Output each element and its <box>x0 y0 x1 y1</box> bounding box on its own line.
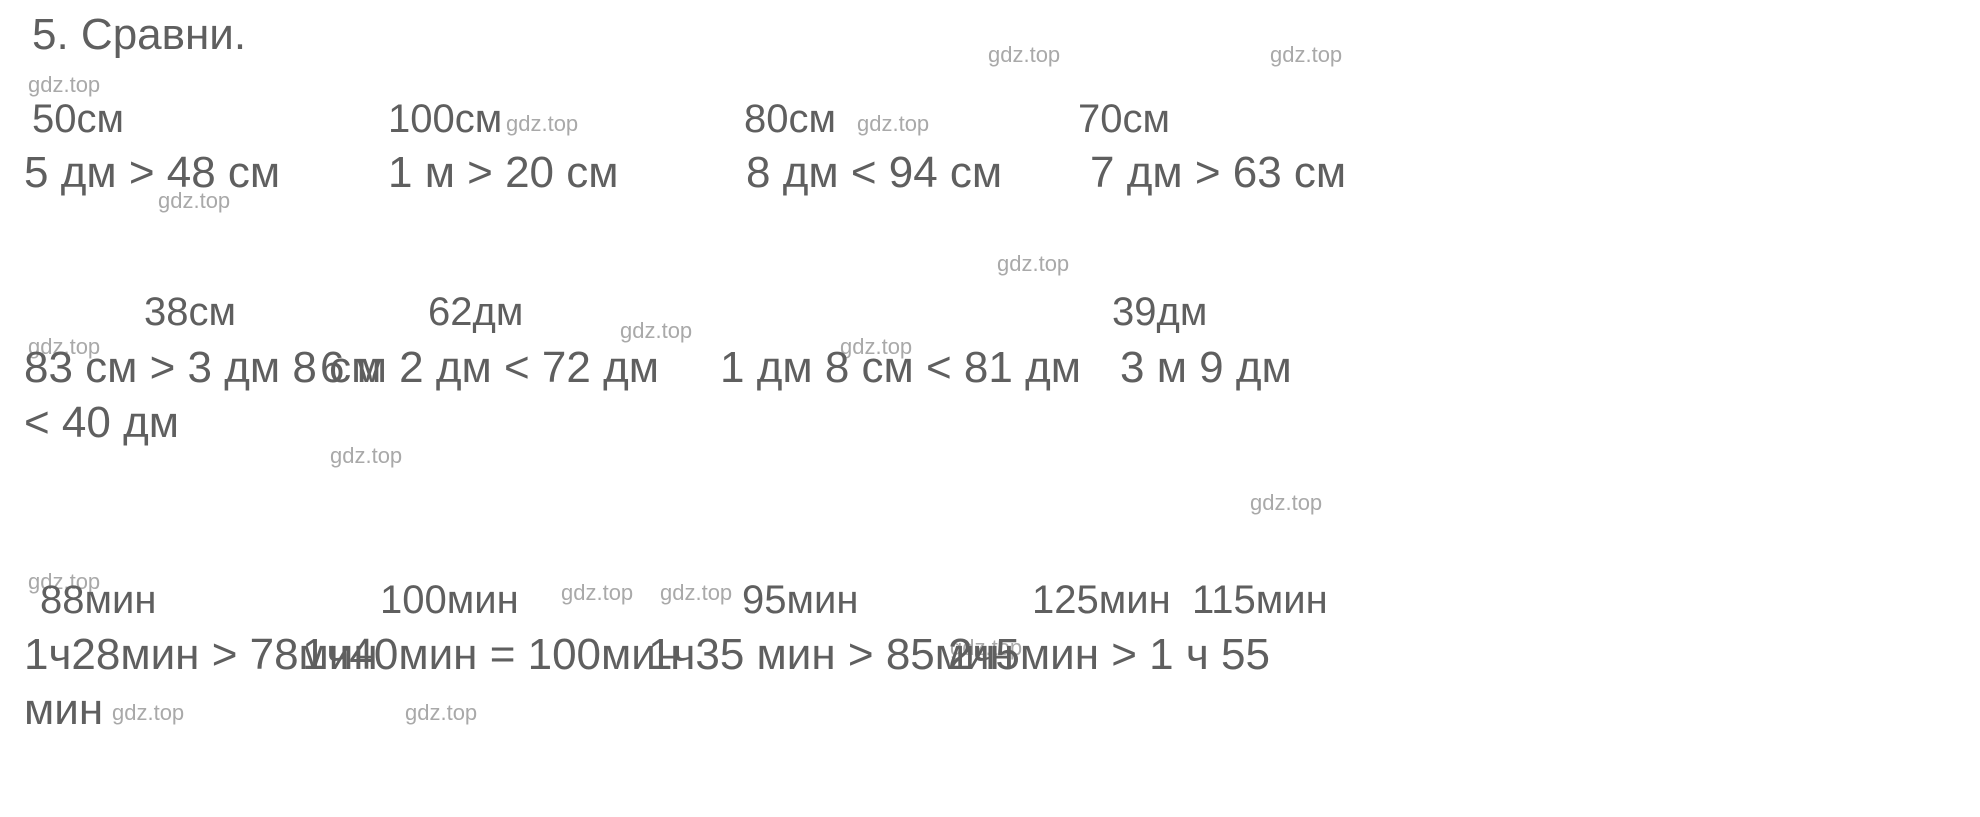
r3-c2-sup: 100мин <box>380 578 519 623</box>
watermark: gdz.top <box>1270 42 1342 68</box>
exercise-title: 5. Сравни. <box>32 10 246 60</box>
watermark: gdz.top <box>405 700 477 726</box>
r2-c3: 1 дм 8 см < 81 дм <box>720 343 1081 393</box>
watermark: gdz.top <box>506 111 578 137</box>
watermark: gdz.top <box>28 72 100 98</box>
r3-c4b: мин <box>24 685 103 735</box>
watermark: gdz.top <box>620 318 692 344</box>
r2-c1b: < 40 дм <box>24 398 179 448</box>
r3-c4a: 2ч5мин > 1 ч 55 <box>948 630 1270 680</box>
r1-c3: 8 дм < 94 см <box>746 148 1002 198</box>
watermark: gdz.top <box>997 251 1069 277</box>
r1-c4: 7 дм > 63 см <box>1090 148 1346 198</box>
watermark: gdz.top <box>561 580 633 606</box>
r2-c2-sup: 62дм <box>428 290 523 335</box>
r1-c1: 5 дм > 48 см <box>24 148 280 198</box>
watermark: gdz.top <box>112 700 184 726</box>
r3-c1-sup: 88мин <box>40 578 156 623</box>
r3-c4-sup1: 125мин <box>1032 578 1171 623</box>
watermark: gdz.top <box>330 443 402 469</box>
r3-c4-sup2: 115мин <box>1192 578 1328 623</box>
r2-c4-sup: 39дм <box>1112 290 1207 335</box>
r3-c3-sup: 95мин <box>742 578 858 623</box>
watermark: gdz.top <box>988 42 1060 68</box>
r1-c3-sup: 80см <box>744 97 836 142</box>
r2-c4: 3 м 9 дм <box>1120 343 1292 393</box>
r1-c1-sup: 50см <box>32 97 124 142</box>
watermark: gdz.top <box>660 580 732 606</box>
watermark: gdz.top <box>857 111 929 137</box>
r1-c2-sup: 100см <box>388 97 502 142</box>
r2-c2: 6 м 2 дм < 72 дм <box>320 343 659 393</box>
r1-c2: 1 м > 20 см <box>388 148 619 198</box>
watermark: gdz.top <box>1250 490 1322 516</box>
r2-c1-sup: 38см <box>144 290 236 335</box>
r3-c2: 1ч40мин = 100мин <box>302 630 680 680</box>
r1-c4-sup: 70см <box>1078 97 1170 142</box>
